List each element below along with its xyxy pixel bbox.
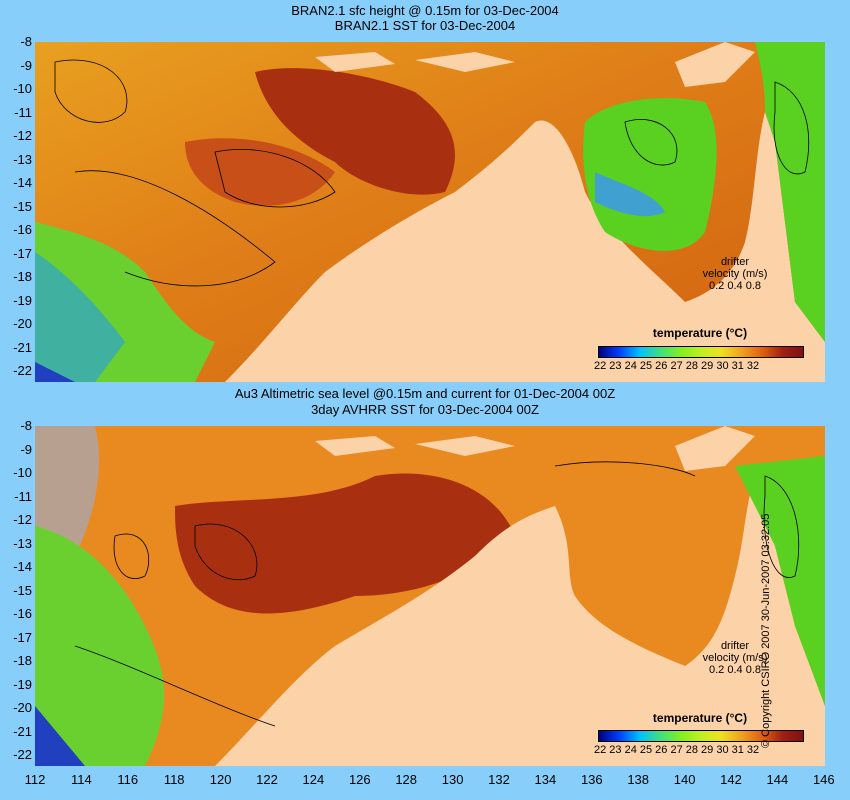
top-y-tick-label: -8 xyxy=(20,34,32,49)
x-tick-label: 134 xyxy=(534,772,557,787)
copyright-text: © Copyright CSIRO 2007 30-Jun-2007 03:32… xyxy=(760,513,772,748)
x-tick-label: 146 xyxy=(812,772,835,787)
top-y-tick-label: -19 xyxy=(13,292,32,308)
bottom-title-line2: 3day AVHRR SST for 03-Dec-2004 00Z xyxy=(311,402,539,417)
bottom-y-tick-label: -11 xyxy=(14,488,32,504)
top-y-tick-label: -20 xyxy=(13,316,32,331)
x-tick-label: 140 xyxy=(673,772,696,787)
top-y-tick-label: -21 xyxy=(13,339,32,355)
top-y-tick-label: -14 xyxy=(13,175,32,190)
x-tick-label: 138 xyxy=(627,772,650,787)
bottom-y-tick-label: -14 xyxy=(13,559,32,574)
bottom-drifter-line3: 0.2 0.4 0.8 xyxy=(709,664,761,676)
x-tick-label: 132 xyxy=(488,772,510,787)
x-tick-label: 130 xyxy=(441,772,464,787)
top-drifter-line1: drifter xyxy=(720,256,750,268)
top-drifter-line3: 0.2 0.4 0.8 xyxy=(709,280,761,292)
bottom-y-tick-label: -16 xyxy=(13,606,32,621)
bottom-title-line1: Au3 Altimetric sea level @0.15m and curr… xyxy=(234,386,616,401)
top-map-panel xyxy=(35,42,825,382)
x-tick-label: 142 xyxy=(720,772,742,787)
top-y-tick-label: -18 xyxy=(13,269,32,284)
top-colorbar xyxy=(598,346,804,358)
bottom-y-tick-label: -17 xyxy=(13,629,32,645)
top-colorbar-ticks: 22 23 24 25 26 27 28 29 30 31 32 xyxy=(594,360,760,372)
x-tick-label: 112 xyxy=(24,772,46,787)
bottom-drifter-line1: drifter xyxy=(720,640,750,652)
x-tick-label: 126 xyxy=(348,772,371,787)
bottom-y-tick-label: -10 xyxy=(13,465,32,480)
bottom-y-tick-label: -15 xyxy=(13,582,32,598)
bottom-y-tick-label: -8 xyxy=(20,418,32,433)
x-tick-label: 116 xyxy=(117,772,139,787)
x-tick-label: 144 xyxy=(766,772,789,787)
bottom-drifter-line2: velocity (m/s) xyxy=(702,652,768,664)
top-y-tick-label: -11 xyxy=(14,104,32,120)
top-y-tick-label: -9 xyxy=(20,57,32,73)
bottom-y-tick-label: -9 xyxy=(20,441,32,457)
x-tick-label: 136 xyxy=(580,772,603,787)
bottom-colorbar-ticks: 22 23 24 25 26 27 28 29 30 31 32 xyxy=(594,744,760,756)
x-tick-label: 122 xyxy=(256,772,278,787)
bottom-y-tick-label: -13 xyxy=(13,535,32,551)
bottom-y-tick-label: -21 xyxy=(13,723,32,739)
top-y-tick-label: -13 xyxy=(13,151,32,167)
x-tick-label: 118 xyxy=(163,772,185,787)
top-y-tick-label: -17 xyxy=(13,245,32,261)
top-drifter-line2: velocity (m/s) xyxy=(702,268,768,280)
top-sst-map xyxy=(35,42,825,382)
bottom-colorbar xyxy=(598,730,804,742)
bottom-colorbar-title: temperature (°C) xyxy=(652,711,748,725)
top-y-tick-label: -10 xyxy=(13,81,32,96)
top-y-tick-label: -16 xyxy=(13,222,32,237)
top-colorbar-title: temperature (°C) xyxy=(652,326,748,340)
x-tick-label: 128 xyxy=(395,772,418,787)
x-tick-label: 114 xyxy=(71,772,92,787)
top-drifter-legend: drifter velocity (m/s) 0.2 0.4 0.8 xyxy=(690,256,780,292)
bottom-drifter-legend: drifter velocity (m/s) 0.2 0.4 0.8 xyxy=(690,640,780,676)
top-title-line2: BRAN2.1 SST for 03-Dec-2004 xyxy=(334,18,516,33)
x-tick-label: 120 xyxy=(209,772,232,787)
bottom-sst-map xyxy=(35,426,825,766)
bottom-map-panel xyxy=(35,426,825,766)
top-title-line1: BRAN2.1 sfc height @ 0.15m for 03-Dec-20… xyxy=(291,3,559,18)
top-y-tick-label: -15 xyxy=(13,198,32,214)
bottom-y-tick-label: -20 xyxy=(13,700,32,715)
top-y-tick-label: -12 xyxy=(13,128,32,143)
bottom-y-tick-label: -18 xyxy=(13,653,32,668)
bottom-y-tick-label: -22 xyxy=(13,747,32,762)
x-tick-label: 124 xyxy=(302,772,325,787)
bottom-y-tick-label: -19 xyxy=(13,676,32,692)
bottom-y-tick-label: -12 xyxy=(13,512,32,527)
top-y-tick-label: -22 xyxy=(13,363,32,378)
